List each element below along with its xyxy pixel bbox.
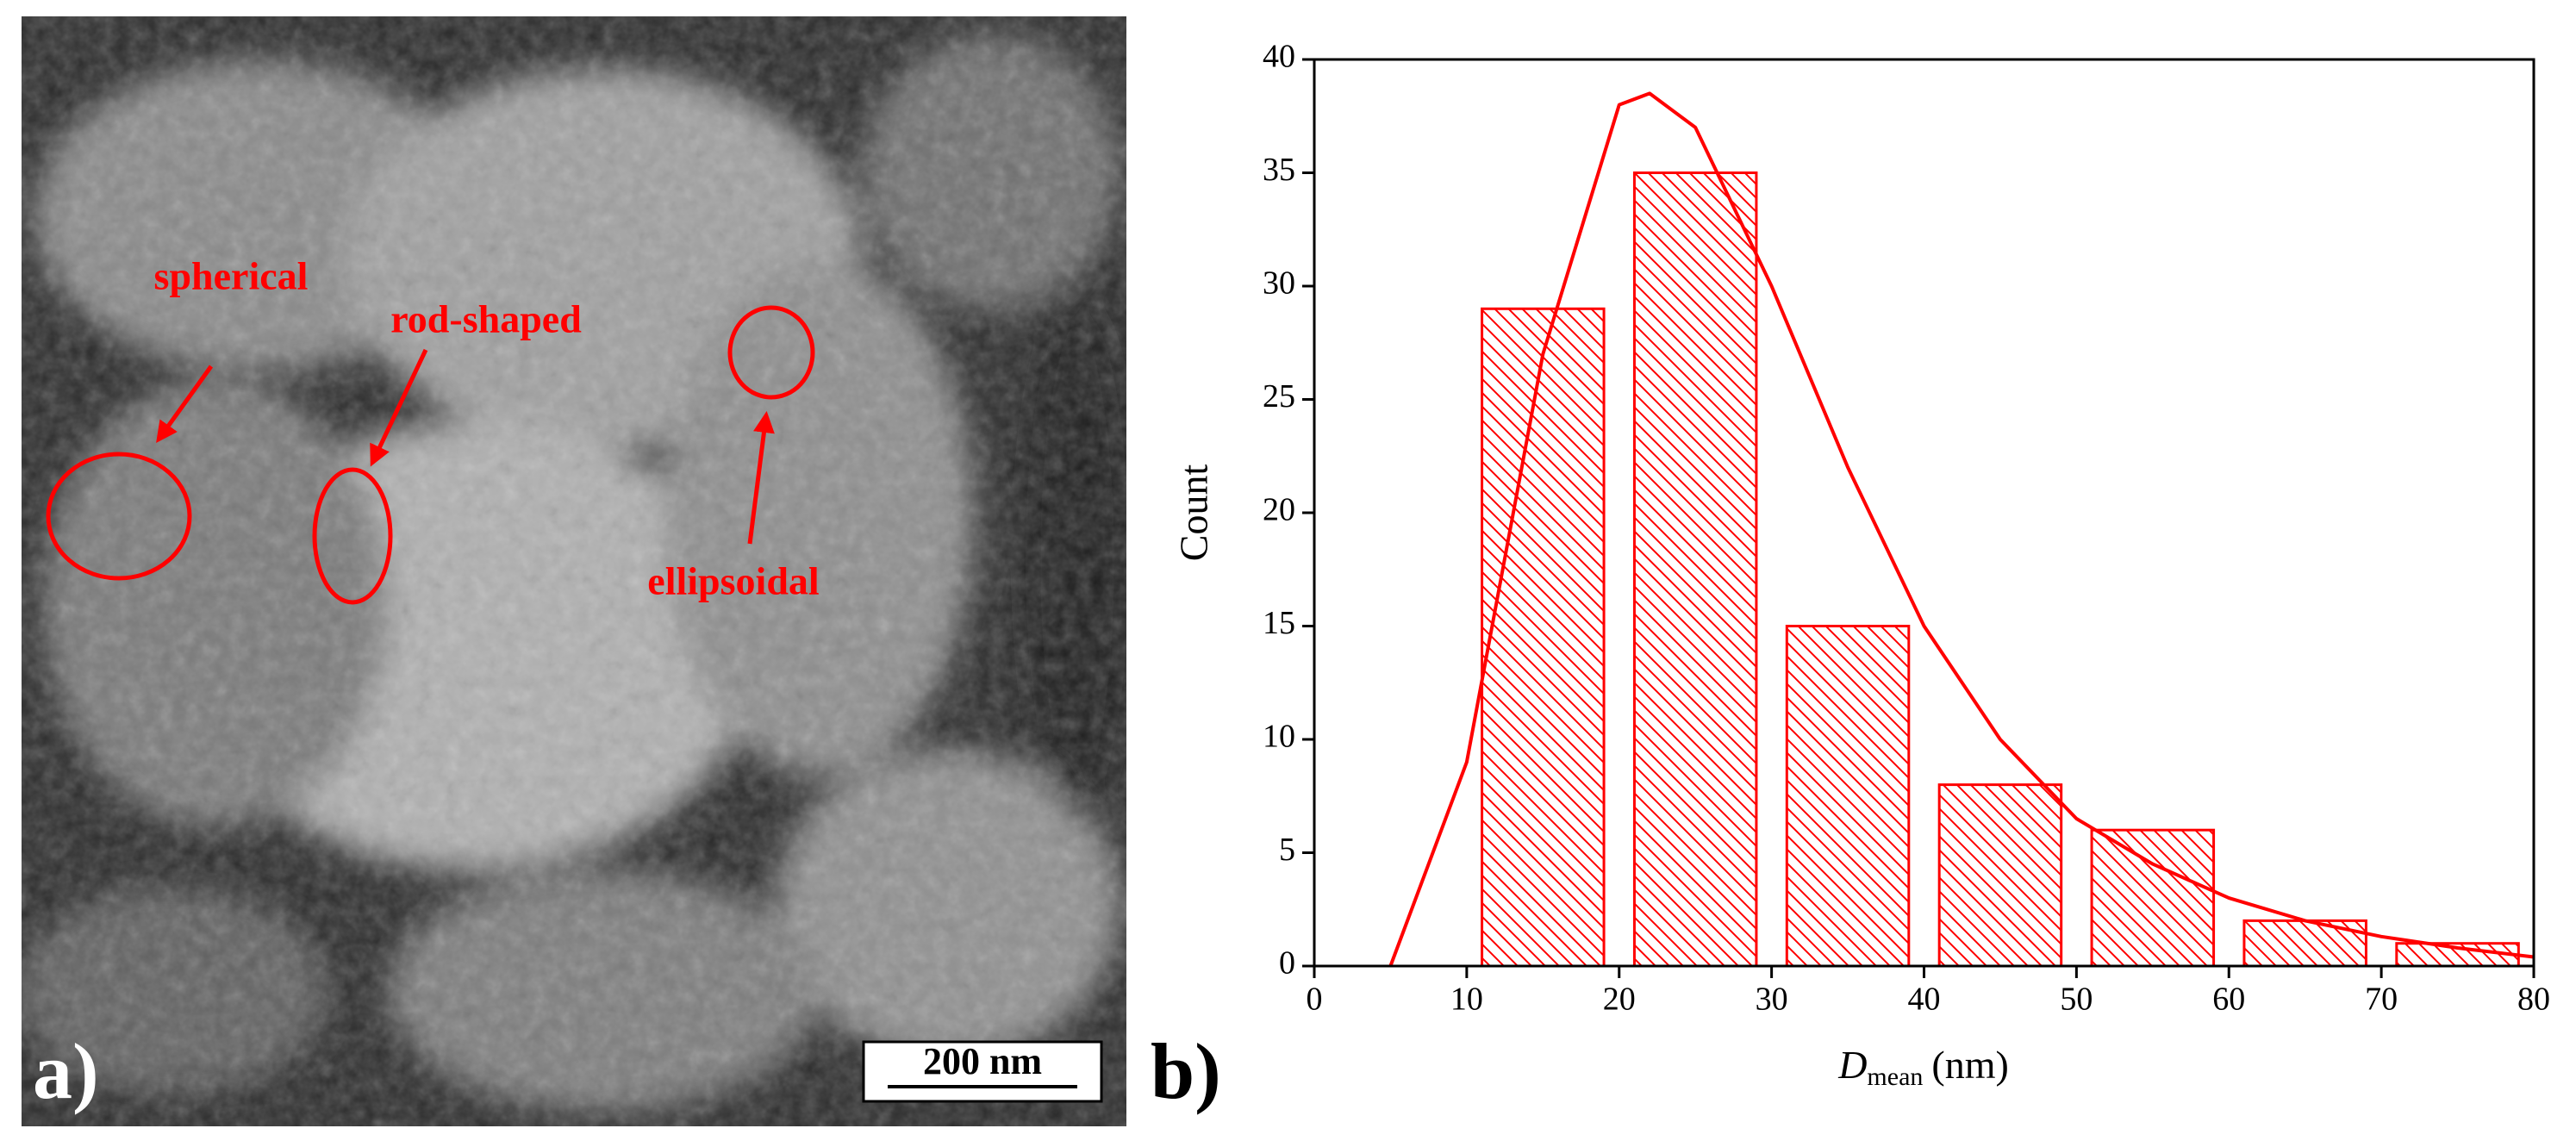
x-tick-label: 70: [2365, 982, 2398, 1018]
x-tick-label: 20: [1603, 982, 1636, 1018]
y-tick-label: 5: [1279, 832, 1295, 868]
bar: [1785, 625, 1911, 968]
panel-label: a): [33, 1027, 99, 1115]
x-tick-label: 40: [1908, 982, 1941, 1018]
y-tick-label: 35: [1263, 152, 1295, 188]
panel-label: b): [1151, 1027, 1221, 1115]
x-tick-label: 0: [1307, 982, 1323, 1018]
y-tick-label: 15: [1263, 605, 1295, 641]
bar: [2090, 828, 2216, 968]
x-axis-subscript: mean: [1867, 1063, 1923, 1091]
annotation-label: ellipsoidal: [647, 559, 819, 603]
sem-image: [22, 16, 1126, 1126]
bar: [2242, 919, 2367, 968]
x-axis-unit: (nm): [1931, 1043, 2008, 1087]
y-tick-label: 20: [1263, 492, 1295, 528]
fit-curve: [1388, 91, 2535, 967]
bar: [1632, 171, 1758, 968]
x-tick-label: 60: [2212, 982, 2245, 1018]
y-tick-label: 25: [1263, 378, 1295, 415]
y-axis-label: Count: [1172, 464, 1216, 562]
x-tick-label: 50: [2060, 982, 2093, 1018]
x-tick-label: 30: [1756, 982, 1788, 1018]
y-tick-label: 40: [1263, 39, 1295, 75]
bar: [1481, 307, 1606, 968]
x-tick-label: 80: [2517, 982, 2550, 1018]
x-tick-label: 10: [1450, 982, 1483, 1018]
bar: [1937, 783, 2063, 968]
scale-bar-box: [862, 1040, 1103, 1103]
x-axis-label: Dmean (nm): [1837, 1043, 2009, 1091]
y-tick-label: 30: [1263, 265, 1295, 302]
annotation-label: spherical: [154, 254, 309, 298]
x-axis-symbol: D: [1837, 1043, 1867, 1087]
scale-bar-label: 200 nm: [923, 1040, 1042, 1082]
plot-frame: [1313, 58, 2535, 968]
y-tick-label: 0: [1279, 945, 1295, 982]
annotation-label: rod-shaped: [390, 297, 582, 341]
y-tick-label: 10: [1263, 719, 1295, 755]
annotation-shapes: [46, 305, 815, 605]
